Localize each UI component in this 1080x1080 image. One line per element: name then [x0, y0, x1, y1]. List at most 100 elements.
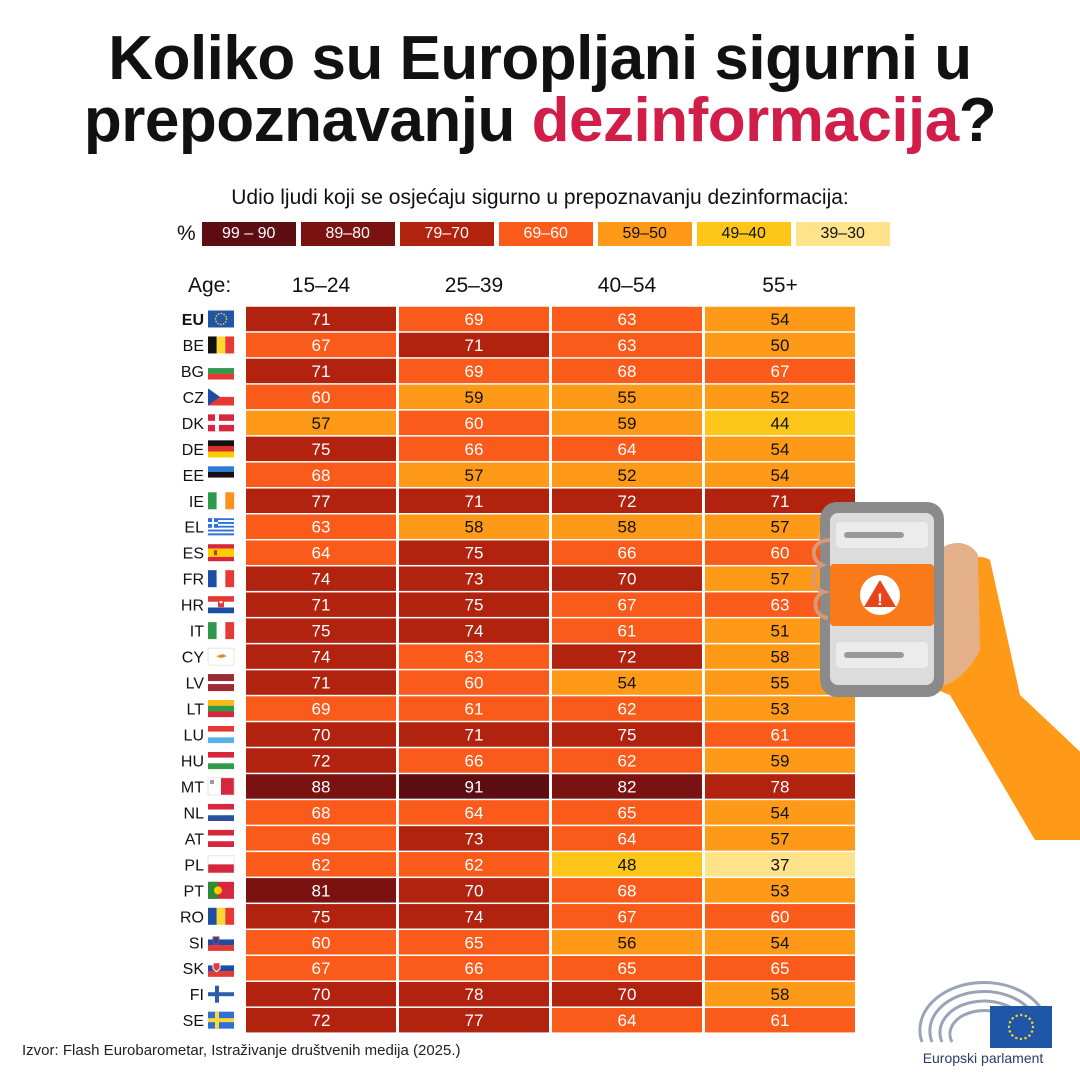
- heatmap-cell: [552, 592, 702, 617]
- malta-flag-icon: [207, 777, 235, 796]
- cell-value-label: 88: [312, 777, 331, 796]
- heatmap-cell: [246, 488, 396, 514]
- finland-flag-icon: [208, 985, 234, 1003]
- country-code-label: MT: [181, 779, 204, 796]
- heatmap-cell: [705, 826, 855, 851]
- heatmap-cell: [399, 852, 549, 877]
- european-parliament-logo: [918, 980, 1052, 1048]
- table-row: DK 57 60 59 44: [182, 410, 855, 436]
- portugal-flag-icon: [208, 881, 234, 899]
- heatmap-cell: [246, 358, 396, 384]
- cell-value-label: 62: [618, 700, 637, 719]
- country-code-label: FR: [183, 572, 204, 589]
- age-axis-label: Age:: [188, 274, 232, 297]
- cell-value-label: 71: [771, 492, 790, 511]
- title-question-mark: ?: [958, 86, 997, 155]
- cell-value-label: 59: [771, 751, 790, 770]
- country-code-label: HU: [181, 753, 204, 770]
- cell-value-label: 64: [465, 803, 484, 822]
- cell-value-label: 73: [465, 570, 484, 589]
- legend-item: 49–40: [696, 222, 791, 246]
- heatmap-cell: [399, 540, 549, 565]
- cell-value-label: 58: [771, 985, 790, 1004]
- slovenia-flag-icon: [208, 933, 234, 951]
- heatmap-cell: [399, 930, 549, 955]
- cell-value-label: 66: [465, 959, 484, 978]
- cell-value-label: 69: [465, 362, 484, 381]
- cell-value-label: 71: [312, 674, 331, 693]
- heatmap-cell: [246, 748, 396, 773]
- table-row: IE 77 71 72 71: [189, 488, 855, 514]
- heatmap-cell: [399, 332, 549, 358]
- heatmap-cell: [705, 436, 855, 462]
- table-row: SI 60 65 56 54: [189, 930, 855, 955]
- cell-value-label: 72: [618, 648, 637, 667]
- age-column-header: 15–24: [291, 274, 351, 297]
- legend-percent-sign: %: [177, 222, 196, 245]
- country-code-label: BE: [183, 338, 204, 355]
- heatmap-cell: [705, 930, 855, 955]
- country-code-label: SK: [183, 961, 205, 978]
- chart-subtitle: Udio ljudi koji se osjećaju sigurno u pr…: [231, 186, 849, 209]
- heatmap-cell: [552, 981, 702, 1007]
- table-row: AT 69 73 64 57: [185, 826, 855, 851]
- country-code-label: RO: [180, 909, 204, 926]
- title-line-1: Koliko su Europljani sigurni u: [108, 24, 972, 93]
- cell-value-label: 54: [771, 933, 790, 952]
- sweden-flag-icon: [208, 1011, 234, 1029]
- heatmap-cell: [246, 410, 396, 436]
- cell-value-label: 75: [618, 726, 637, 745]
- italy-flag-icon: [208, 622, 235, 640]
- cell-value-label: 78: [771, 777, 790, 796]
- cell-value-label: 54: [771, 803, 790, 822]
- cell-value-label: 55: [771, 674, 790, 693]
- heatmap-cell: [246, 774, 396, 799]
- czechia-flag-icon: [208, 388, 234, 406]
- heatmap-cell: [246, 332, 396, 358]
- heatmap-cell: [552, 488, 702, 514]
- heatmap-cell: [705, 800, 855, 825]
- cell-value-label: 77: [312, 492, 331, 511]
- heatmap-cell: [552, 618, 702, 643]
- heatmap-cell: [552, 436, 702, 462]
- heatmap-cell: [552, 956, 702, 981]
- legend-item: 89–80: [300, 222, 395, 246]
- cell-value-label: 57: [771, 570, 790, 589]
- heatmap-cell: [399, 514, 549, 539]
- heatmap-cell: [705, 462, 855, 488]
- lithuania-flag-icon: [208, 700, 234, 718]
- heatmap-cell: [399, 358, 549, 384]
- cell-value-label: 57: [771, 518, 790, 537]
- denmark-flag-icon: [208, 414, 234, 432]
- heatmap-cell: [552, 644, 702, 669]
- cell-value-label: 67: [618, 907, 637, 926]
- alert-symbol: !: [877, 590, 883, 609]
- cell-value-label: 71: [312, 362, 331, 381]
- table-row: MT 88 91 82 78: [181, 774, 855, 799]
- cell-value-label: 60: [771, 544, 790, 563]
- cell-value-label: 75: [465, 596, 484, 615]
- heatmap-cell: [552, 748, 702, 773]
- table-row: BE 67 71 63 50: [183, 332, 855, 358]
- cell-value-label: 57: [771, 829, 790, 848]
- heatmap-cell: [246, 384, 396, 410]
- heatmap-cell: [246, 722, 396, 747]
- cell-value-label: 65: [771, 959, 790, 978]
- heatmap-cell: [705, 1007, 855, 1033]
- table-row: EE 68 57 52 54: [183, 462, 855, 488]
- cell-value-label: 73: [465, 829, 484, 848]
- table-row: PT 81 70 68 53: [184, 878, 855, 903]
- heatmap-cell: [246, 462, 396, 488]
- heatmap-cell: [399, 981, 549, 1007]
- heatmap-cell: [246, 644, 396, 669]
- cell-value-label: 63: [465, 648, 484, 667]
- table-row: LU 70 71 75 61: [184, 722, 855, 747]
- country-code-label: IT: [190, 624, 204, 641]
- cell-value-label: 52: [618, 466, 637, 485]
- estonia-flag-icon: [208, 466, 234, 484]
- cell-value-label: 60: [465, 674, 484, 693]
- table-row: BG 71 69 68 67: [181, 358, 855, 384]
- cell-value-label: 62: [618, 751, 637, 770]
- cell-value-label: 51: [771, 622, 790, 641]
- eu-flag-icon: [990, 1006, 1052, 1048]
